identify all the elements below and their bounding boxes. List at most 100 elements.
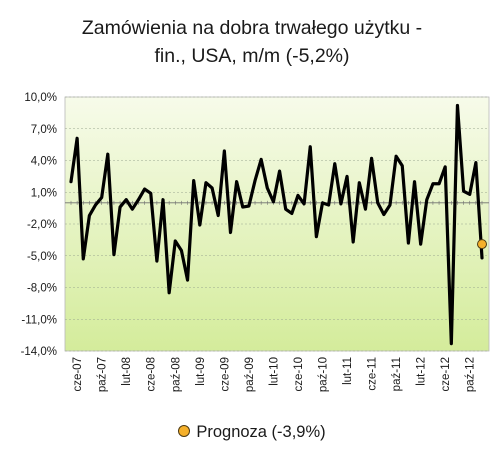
data-point	[75, 137, 79, 140]
x-tick-label: paź-10	[318, 357, 330, 392]
data-point	[450, 342, 453, 345]
data-point	[131, 207, 134, 211]
y-tick-label: -8,0%	[27, 283, 57, 295]
data-point	[462, 189, 465, 193]
x-tick-label: cze-09	[219, 357, 231, 392]
series-layer	[69, 103, 484, 346]
data-point	[278, 169, 281, 173]
x-tick-label: lut-08	[121, 357, 133, 386]
data-point	[253, 179, 257, 182]
x-tick-label: lut-10	[268, 357, 280, 386]
chart-title-line-2: fin., USA, m/m (-5,2%)	[154, 45, 350, 67]
data-point	[394, 155, 398, 158]
data-point	[419, 242, 422, 246]
data-point	[345, 175, 349, 178]
data-point	[112, 253, 116, 256]
data-point	[69, 180, 73, 183]
data-point	[358, 181, 361, 184]
data-point	[204, 181, 208, 184]
data-point	[327, 203, 330, 207]
data-point	[180, 249, 183, 252]
data-point	[167, 291, 171, 294]
data-point	[155, 259, 159, 263]
forecast-point	[477, 239, 487, 250]
data-point	[284, 207, 287, 211]
data-point	[137, 198, 140, 201]
data-point	[474, 161, 478, 164]
y-tick-label: -14,0%	[21, 346, 57, 358]
data-point	[364, 207, 367, 211]
data-point	[321, 201, 324, 205]
y-tick-label: 7,0%	[31, 124, 57, 136]
y-tick-label: 4,0%	[31, 156, 57, 168]
data-point	[247, 204, 251, 208]
data-point	[259, 158, 263, 161]
x-tick-label: paź-11	[391, 357, 403, 391]
data-point	[290, 212, 294, 215]
x-tick-label: cze-07	[72, 357, 84, 392]
data-point	[125, 198, 128, 201]
data-point	[370, 157, 373, 160]
x-tick-label: paź-08	[170, 357, 182, 392]
data-point	[149, 192, 152, 195]
data-point	[376, 201, 379, 205]
data-point	[302, 202, 306, 206]
data-point	[82, 257, 85, 261]
y-tick-label: -2,0%	[27, 219, 57, 231]
x-tick-label: lut-11	[342, 357, 354, 385]
data-point	[413, 180, 416, 183]
data-point	[186, 278, 189, 282]
data-point	[217, 214, 220, 217]
data-point	[210, 186, 214, 190]
data-point	[333, 162, 336, 165]
series-line	[69, 103, 484, 346]
y-tick-label: -11,0%	[21, 314, 57, 326]
data-point	[198, 223, 202, 227]
x-axis: cze-07 paź-07 lut-08 cze-08 paź-08 lut-09 cze-…	[70, 200, 483, 392]
data-point	[468, 193, 471, 196]
data-point	[272, 200, 275, 203]
x-tick-label: lut-09	[195, 357, 207, 386]
data-point	[309, 145, 312, 148]
data-point	[401, 164, 404, 167]
y-tick-label: 1,0%	[31, 187, 57, 199]
data-point	[235, 180, 238, 183]
x-tick-label: cze-11	[367, 357, 379, 391]
x-tick-label: cze-12	[440, 357, 452, 392]
chart-title: Zamówienia na dobra trwałego użytku - fi…	[0, 14, 504, 70]
x-tick-label: paź-09	[244, 357, 256, 392]
data-point	[425, 198, 428, 201]
data-point	[94, 203, 97, 207]
x-tick-label: cze-08	[146, 357, 158, 392]
data-point	[143, 187, 146, 191]
data-point	[339, 202, 343, 206]
data-point	[100, 196, 103, 199]
data-point	[241, 205, 244, 209]
data-point	[106, 152, 110, 156]
data-point	[382, 213, 386, 216]
x-tick-label: paź-12	[465, 357, 477, 392]
data-point	[351, 240, 355, 244]
data-point	[315, 235, 318, 238]
y-tick-label: 10,0%	[24, 92, 57, 104]
legend: Prognoza (-3,9%)	[0, 423, 504, 442]
data-point	[161, 198, 165, 201]
x-tick-label: paź-07	[97, 357, 109, 392]
data-point	[431, 182, 435, 185]
data-point	[296, 194, 300, 197]
data-point	[437, 182, 441, 185]
chart-title-line-1: Zamówienia na dobra trwałego użytku -	[81, 17, 423, 39]
data-point	[388, 203, 392, 207]
data-point	[480, 256, 484, 260]
data-point	[192, 179, 195, 182]
y-tick-label: -5,0%	[27, 251, 57, 263]
x-tick-label: lut-12	[416, 357, 428, 386]
data-point	[174, 239, 177, 243]
data-point	[443, 165, 447, 169]
data-point	[118, 205, 122, 209]
data-point	[88, 214, 91, 217]
forecast-legend-marker	[178, 424, 191, 437]
data-point	[456, 104, 459, 107]
data-point	[407, 241, 410, 245]
